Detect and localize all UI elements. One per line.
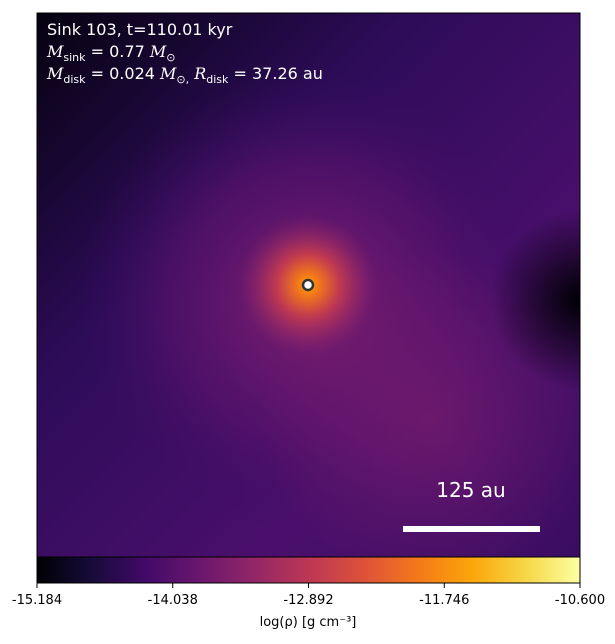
symbol: M: [47, 64, 64, 83]
unit-subscript: ⊙: [166, 51, 176, 65]
subscript: disk: [63, 73, 86, 87]
scale-bar: [403, 526, 540, 532]
colorbar-tick-label: -10.600: [555, 593, 605, 608]
unit: M: [160, 64, 177, 83]
symbol: M: [47, 42, 64, 61]
colorbar-tick-label: -15.184: [12, 593, 62, 608]
value: = 37.26 au: [233, 64, 323, 83]
sink-info: Sink 103, t=110.01 kyr: [47, 20, 233, 39]
colorbar: [36, 556, 581, 584]
value: = 0.77: [90, 42, 145, 61]
disk-info: Mdisk = 0.024 M⊙, Rdisk = 37.26 au: [47, 64, 323, 86]
subscript: sink: [63, 51, 86, 65]
subscript: disk: [206, 73, 229, 87]
colorbar-tick-label: -11.746: [419, 593, 469, 608]
unit-subscript: ⊙,: [176, 73, 190, 87]
scale-bar-label: 125 au: [436, 478, 505, 502]
unit: M: [149, 42, 167, 61]
symbol: R: [194, 64, 207, 83]
sink-marker: [301, 278, 315, 292]
colorbar-tick-label: -14.038: [148, 593, 198, 608]
colorbar-tick-label: -12.892: [283, 593, 333, 608]
density-map: [37, 13, 580, 557]
mass-info: Msink = 0.77 M⊙: [47, 42, 175, 64]
value: = 0.024: [90, 64, 155, 83]
colorbar-label: log(ρ) [g cm⁻³]: [260, 615, 357, 630]
